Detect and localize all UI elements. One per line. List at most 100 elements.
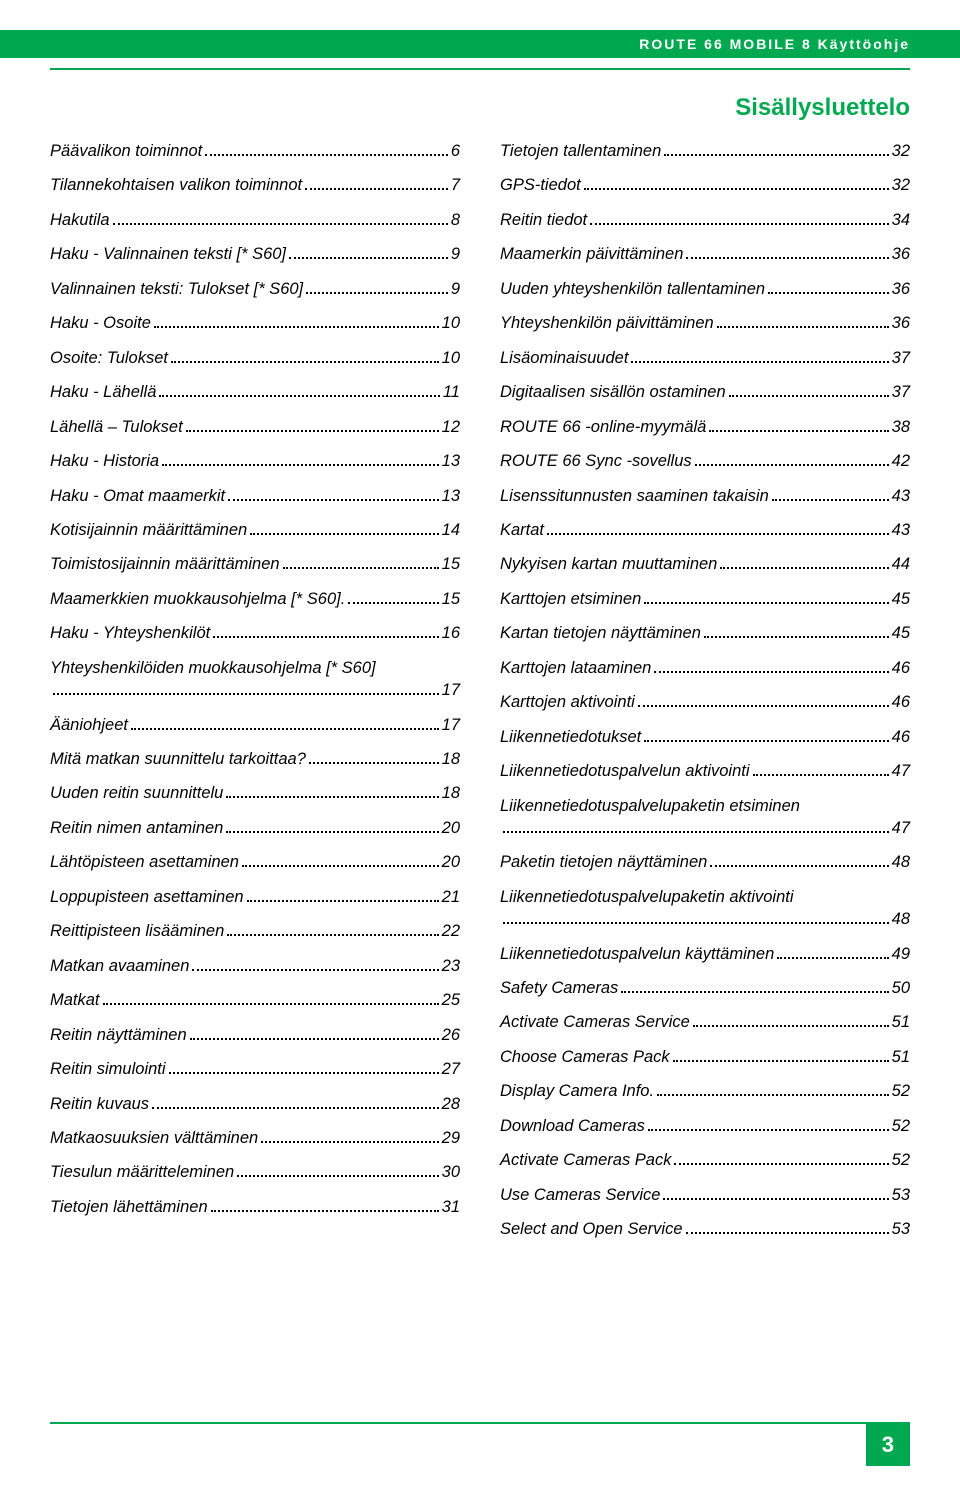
toc-entry-label: Karttojen aktivointi (500, 691, 635, 713)
toc-entry-label: ROUTE 66 -online-myymälä (500, 416, 706, 438)
toc-entry[interactable]: Yhteyshenkilöiden muokkausohjelma [* S60… (50, 657, 460, 702)
toc-entry-page: 10 (442, 312, 460, 334)
toc-entry-label: Liikennetiedotukset (500, 726, 641, 748)
toc-entry[interactable]: Kartat43 (500, 519, 910, 541)
toc-entry[interactable]: Hakutila8 (50, 209, 460, 231)
toc-entry-page: 42 (892, 450, 910, 472)
toc-dot-leader (250, 533, 438, 535)
toc-dot-leader (547, 533, 889, 535)
toc-entry-label: Haku - Valinnainen teksti [* S60] (50, 243, 286, 265)
toc-dot-leader (247, 900, 439, 902)
toc-entry[interactable]: Lisäominaisuudet37 (500, 347, 910, 369)
toc-dot-leader (654, 671, 888, 673)
toc-dot-leader (717, 326, 889, 328)
toc-entry[interactable]: Liikennetiedotuspalvelupaketin aktivoint… (500, 886, 910, 931)
toc-entry[interactable]: Nykyisen kartan muuttaminen44 (500, 553, 910, 575)
toc-entry-page: 27 (442, 1058, 460, 1080)
toc-entry[interactable]: Display Camera Info.52 (500, 1080, 910, 1102)
toc-entry[interactable]: Lähellä – Tulokset 12 (50, 416, 460, 438)
toc-entry[interactable]: Yhteyshenkilön päivittäminen36 (500, 312, 910, 334)
toc-dot-leader (190, 1038, 439, 1040)
toc-dot-leader (53, 693, 439, 695)
toc-entry[interactable]: Haku - Lähellä11 (50, 381, 460, 403)
toc-entry[interactable]: Paketin tietojen näyttäminen48 (500, 851, 910, 873)
toc-entry[interactable]: Ääniohjeet17 (50, 714, 460, 736)
toc-dot-leader (261, 1141, 438, 1143)
toc-entry[interactable]: Download Cameras52 (500, 1115, 910, 1137)
toc-entry[interactable]: Lähtöpisteen asettaminen20 (50, 851, 460, 873)
toc-entry[interactable]: Haku - Yhteyshenkilöt16 (50, 622, 460, 644)
toc-dot-leader (227, 934, 438, 936)
toc-dot-leader (213, 636, 438, 638)
toc-entry[interactable]: Choose Cameras Pack51 (500, 1046, 910, 1068)
toc-entry[interactable]: Matkat25 (50, 989, 460, 1011)
toc-entry[interactable]: Kartan tietojen näyttäminen45 (500, 622, 910, 644)
toc-entry[interactable]: Päävalikon toiminnot6 (50, 140, 460, 162)
toc-entry[interactable]: Maamerkin päivittäminen36 (500, 243, 910, 265)
toc-entry[interactable]: Mitä matkan suunnittelu tarkoittaa?18 (50, 748, 460, 770)
toc-entry-label: Tietojen lähettäminen (50, 1196, 208, 1218)
toc-entry[interactable]: Liikennetiedotukset46 (500, 726, 910, 748)
toc-entry-page: 18 (442, 748, 460, 770)
toc-entry[interactable]: Matkaosuuksien välttäminen29 (50, 1127, 460, 1149)
toc-entry-page: 48 (892, 851, 910, 873)
toc-entry[interactable]: Maamerkkien muokkausohjelma [* S60].15 (50, 588, 460, 610)
toc-entry-page: 46 (892, 691, 910, 713)
toc-dot-leader (648, 1129, 889, 1131)
toc-dot-leader (674, 1163, 888, 1165)
toc-entry[interactable]: Karttojen aktivointi 46 (500, 691, 910, 713)
toc-entry-page: 12 (442, 416, 460, 438)
toc-entry-label: Tietojen tallentaminen (500, 140, 661, 162)
toc-entry[interactable]: Tietojen tallentaminen 32 (500, 140, 910, 162)
toc-entry[interactable]: Valinnainen teksti: Tulokset [* S60]9 (50, 278, 460, 300)
toc-entry-page: 32 (892, 140, 910, 162)
toc-entry-label: Kotisijainnin määrittäminen (50, 519, 247, 541)
toc-entry[interactable]: Loppupisteen asettaminen21 (50, 886, 460, 908)
toc-entry-label: Lisenssitunnusten saaminen takaisin (500, 485, 769, 507)
toc-entry-label: Matkan avaaminen (50, 955, 189, 977)
toc-entry[interactable]: Digitaalisen sisällön ostaminen37 (500, 381, 910, 403)
toc-entry[interactable]: Reitin kuvaus28 (50, 1093, 460, 1115)
toc-entry[interactable]: Haku - Valinnainen teksti [* S60]9 (50, 243, 460, 265)
toc-entry[interactable]: ROUTE 66 Sync -sovellus42 (500, 450, 910, 472)
toc-entry[interactable]: Use Cameras Service53 (500, 1184, 910, 1206)
toc-entry[interactable]: Liikennetiedotuspalvelupaketin etsiminen… (500, 795, 910, 840)
toc-entry[interactable]: Select and Open Service53 (500, 1218, 910, 1240)
toc-entry[interactable]: Tilannekohtaisen valikon toiminnot7 (50, 174, 460, 196)
toc-dot-leader (159, 395, 439, 397)
toc-entry[interactable]: Reitin nimen antaminen20 (50, 817, 460, 839)
toc-entry-label: Uuden yhteyshenkilön tallentaminen (500, 278, 765, 300)
toc-entry[interactable]: Liikennetiedotuspalvelun aktivointi47 (500, 760, 910, 782)
toc-entry-label: Haku - Yhteyshenkilöt (50, 622, 210, 644)
toc-entry[interactable]: Haku - Osoite10 (50, 312, 460, 334)
toc-entry[interactable]: Reitin simulointi27 (50, 1058, 460, 1080)
toc-entry[interactable]: Kotisijainnin määrittäminen14 (50, 519, 460, 541)
toc-entry[interactable]: Haku - Historia13 (50, 450, 460, 472)
toc-entry[interactable]: Osoite: Tulokset10 (50, 347, 460, 369)
toc-dot-leader (211, 1210, 439, 1212)
toc-entry[interactable]: Reittipisteen lisääminen22 (50, 920, 460, 942)
toc-entry[interactable]: Reitin tiedot34 (500, 209, 910, 231)
toc-entry[interactable]: Karttojen etsiminen45 (500, 588, 910, 610)
toc-entry-page: 45 (892, 622, 910, 644)
toc-entry[interactable]: Toimistosijainnin määrittäminen15 (50, 553, 460, 575)
toc-entry-label: Yhteyshenkilön päivittäminen (500, 312, 714, 334)
toc-entry[interactable]: Tiesulun määritteleminen30 (50, 1161, 460, 1183)
toc-entry[interactable]: Haku - Omat maamerkit13 (50, 485, 460, 507)
toc-entry[interactable]: Lisenssitunnusten saaminen takaisin43 (500, 485, 910, 507)
toc-entry[interactable]: Uuden reitin suunnittelu18 (50, 782, 460, 804)
toc-entry[interactable]: Karttojen lataaminen46 (500, 657, 910, 679)
toc-entry[interactable]: Safety Cameras50 (500, 977, 910, 999)
toc-entry-label: Lähellä – Tulokset (50, 416, 183, 438)
toc-entry[interactable]: ROUTE 66 -online-myymälä38 (500, 416, 910, 438)
toc-entry[interactable]: Uuden yhteyshenkilön tallentaminen36 (500, 278, 910, 300)
toc-entry[interactable]: Activate Cameras Service51 (500, 1011, 910, 1033)
toc-entry[interactable]: GPS-tiedot32 (500, 174, 910, 196)
toc-entry-label: Liikennetiedotuspalvelun aktivointi (500, 760, 750, 782)
toc-entry[interactable]: Tietojen lähettäminen31 (50, 1196, 460, 1218)
toc-entry-page: 21 (442, 886, 460, 908)
toc-entry[interactable]: Reitin näyttäminen26 (50, 1024, 460, 1046)
toc-entry[interactable]: Liikennetiedotuspalvelun käyttäminen49 (500, 943, 910, 965)
toc-entry[interactable]: Matkan avaaminen23 (50, 955, 460, 977)
toc-entry[interactable]: Activate Cameras Pack52 (500, 1149, 910, 1171)
